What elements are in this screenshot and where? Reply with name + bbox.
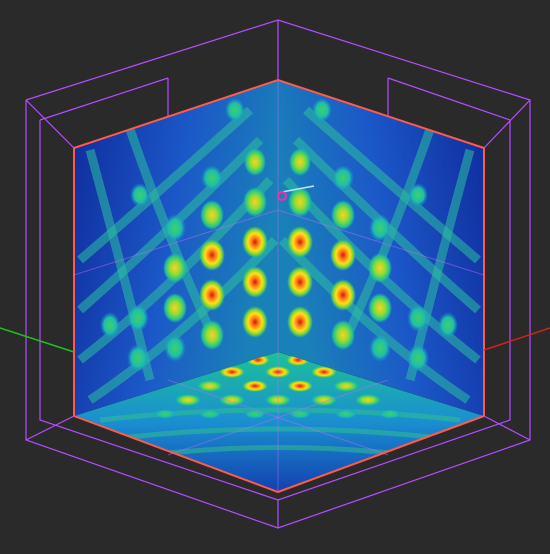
- left-back-wall[interactable]: [74, 80, 278, 416]
- x-axis-line: [483, 327, 550, 351]
- grid-lines: [73, 80, 485, 492]
- right-wall-hotspots: [287, 98, 458, 372]
- y-axis-line: [0, 327, 75, 353]
- floor-hotspots: [153, 354, 402, 419]
- center-marker[interactable]: [277, 191, 287, 201]
- left-wall-hotspots: [100, 98, 268, 372]
- floor-plane[interactable]: [74, 352, 484, 492]
- plane-outlines: [73, 78, 485, 494]
- floor-stripes: [99, 407, 461, 458]
- right-back-wall[interactable]: [278, 80, 484, 416]
- direction-line: [281, 185, 315, 193]
- bounding-box-front: [25, 19, 531, 529]
